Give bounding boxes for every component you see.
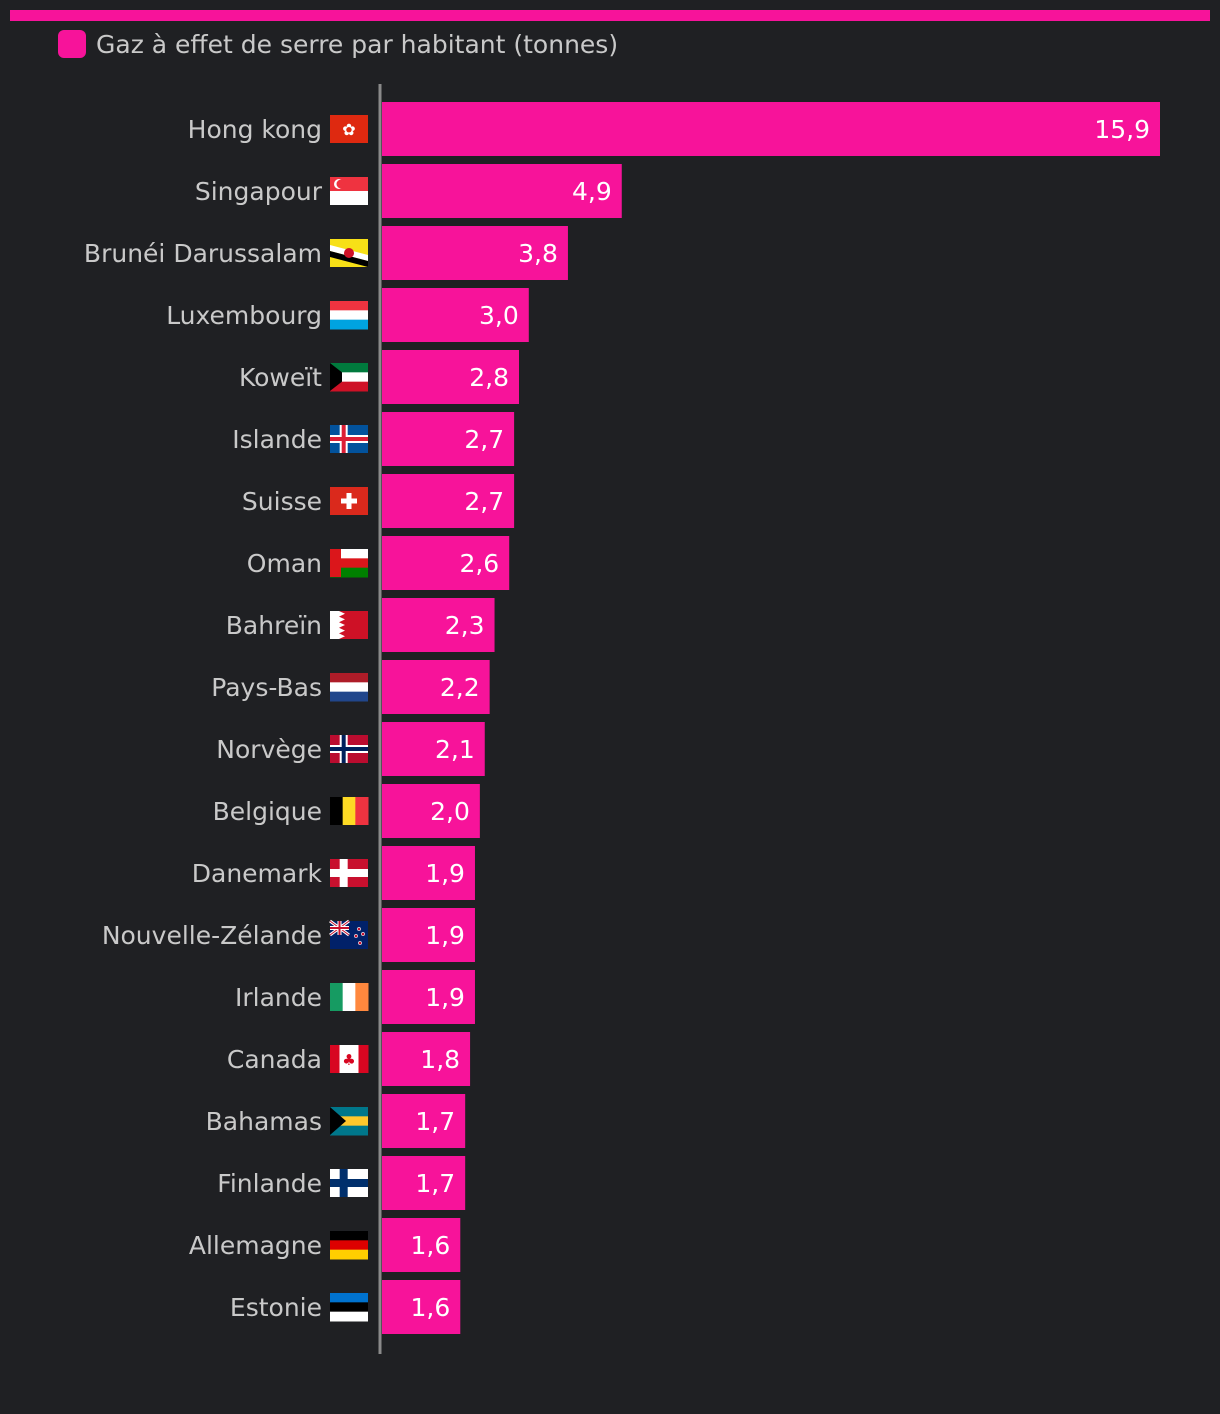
category-label: Nouvelle-Zélande [102,921,322,950]
svg-text:♣: ♣ [342,1051,355,1069]
category-label: Finlande [217,1169,322,1198]
finland-flag-icon [330,1169,368,1197]
bar [382,474,515,528]
data-label: 1,6 [411,1231,451,1260]
ireland-flag-icon [330,983,369,1011]
bahamas-flag-icon [330,1107,368,1136]
bar [382,226,568,280]
category-label: Bahreïn [226,611,322,640]
bar [382,412,515,466]
canada-flag-icon: ♣ [330,1045,369,1073]
bar [382,1032,471,1086]
data-label: 3,0 [479,301,519,330]
legend-label: Gaz à effet de serre par habitant (tonne… [96,29,619,59]
data-label: 1,9 [425,859,465,888]
kuwait-flag-icon [330,363,368,392]
oman-flag-icon [330,549,368,578]
bar [382,598,495,652]
category-label: Belgique [213,797,322,826]
data-label: 2,2 [440,673,480,702]
data-label: 1,8 [420,1045,460,1074]
svg-text:✿: ✿ [342,120,355,139]
denmark-flag-icon [330,859,368,887]
data-label: 2,8 [469,363,509,392]
bar [382,846,475,900]
category-label: Estonie [230,1293,322,1322]
data-label: 2,0 [430,797,470,826]
bar [382,1280,461,1334]
top-accent-bar [10,10,1210,21]
data-label: 2,3 [445,611,485,640]
estonia-flag-icon [330,1293,368,1322]
bar [382,1094,466,1148]
category-label: Bahamas [206,1107,322,1136]
netherlands-flag-icon [330,673,368,702]
bar [382,908,475,962]
data-label: 4,9 [572,177,612,206]
hong-kong-flag-icon: ✿ [330,115,368,143]
category-label: Koweït [239,363,322,392]
bahrain-flag-icon [330,611,368,639]
category-label: Islande [232,425,322,454]
category-label: Allemagne [189,1231,322,1260]
bar [382,1218,461,1272]
category-label: Oman [247,549,322,578]
belgium-flag-icon [330,797,369,825]
category-label: Irlande [235,983,322,1012]
singapore-flag-icon [330,177,368,205]
category-label: Norvège [216,735,322,764]
bar [382,288,529,342]
data-label: 3,8 [518,239,558,268]
bar [382,784,480,838]
bar [382,660,490,714]
category-label: Singapour [195,177,323,206]
category-label: Danemark [192,859,323,888]
bar [382,102,1160,156]
switzerland-flag-icon [330,487,368,515]
category-label: Suisse [242,487,322,516]
bar [382,722,485,776]
data-label: 2,7 [464,487,504,516]
data-label: 2,7 [464,425,504,454]
bar [382,970,475,1024]
category-label: Hong kong [188,115,322,144]
data-label: 1,7 [415,1107,455,1136]
legend-swatch [58,30,86,58]
category-label: Brunéi Darussalam [84,239,322,268]
category-label: Pays-Bas [211,673,322,702]
bar [382,350,520,404]
new-zealand-flag-icon [329,919,368,949]
brunei-flag-icon [330,239,368,267]
germany-flag-icon [330,1231,368,1260]
norway-flag-icon [330,735,368,763]
iceland-flag-icon [330,425,368,453]
data-label: 1,6 [411,1293,451,1322]
data-label: 15,9 [1094,115,1150,144]
bar [382,164,622,218]
data-label: 1,7 [415,1169,455,1198]
data-label: 2,6 [459,549,499,578]
data-label: 1,9 [425,983,465,1012]
bar [382,536,510,590]
category-label: Canada [227,1045,322,1074]
data-label: 2,1 [435,735,475,764]
category-label: Luxembourg [166,301,322,330]
legend: Gaz à effet de serre par habitant (tonne… [58,28,618,60]
bar [382,1156,466,1210]
data-label: 1,9 [425,921,465,950]
luxembourg-flag-icon [330,301,368,330]
